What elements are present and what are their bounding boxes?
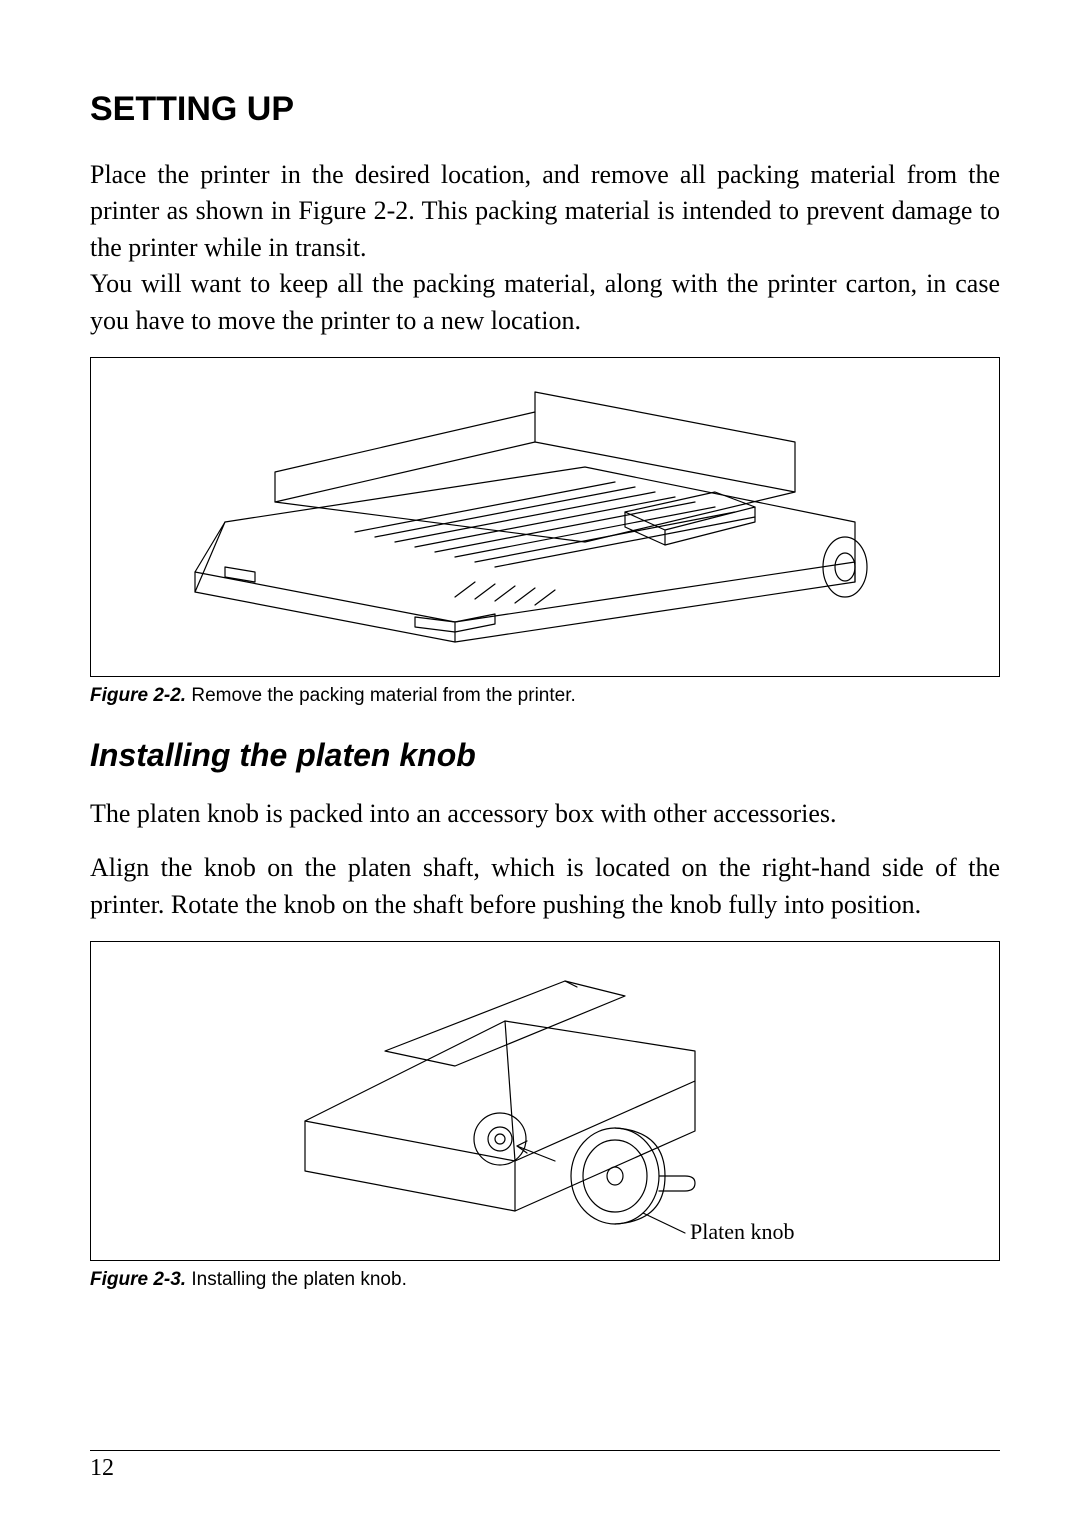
platen-knob-illustration: Platen knob	[265, 951, 825, 1251]
paragraph-4: Align the knob on the platen shaft, whic…	[90, 850, 1000, 923]
printer-illustration	[155, 372, 935, 662]
figure-2-3-label: Figure 2-3.	[90, 1269, 186, 1290]
paragraph-3: The platen knob is packed into an access…	[90, 796, 1000, 832]
figure-2-3-text: Installing the platen knob.	[191, 1269, 407, 1290]
platen-knob-annotation: Platen knob	[690, 1219, 795, 1244]
heading-setting-up: SETTING UP	[90, 90, 1000, 129]
paragraph-2: You will want to keep all the packing ma…	[90, 266, 1000, 339]
figure-2-3-caption: Figure 2-3. Installing the platen knob.	[90, 1269, 1000, 1291]
figure-2-3-box: Platen knob	[90, 941, 1000, 1261]
heading-installing-platen-knob: Installing the platen knob	[90, 737, 1000, 774]
paragraph-1: Place the printer in the desired locatio…	[90, 157, 1000, 266]
page-footer: 12	[90, 1450, 1000, 1482]
figure-2-2-label: Figure 2-2.	[90, 685, 186, 706]
figure-2-2-box	[90, 357, 1000, 677]
page-number: 12	[90, 1455, 114, 1481]
figure-2-2-text: Remove the packing material from the pri…	[191, 685, 575, 706]
figure-2-2-caption: Figure 2-2. Remove the packing material …	[90, 685, 1000, 707]
